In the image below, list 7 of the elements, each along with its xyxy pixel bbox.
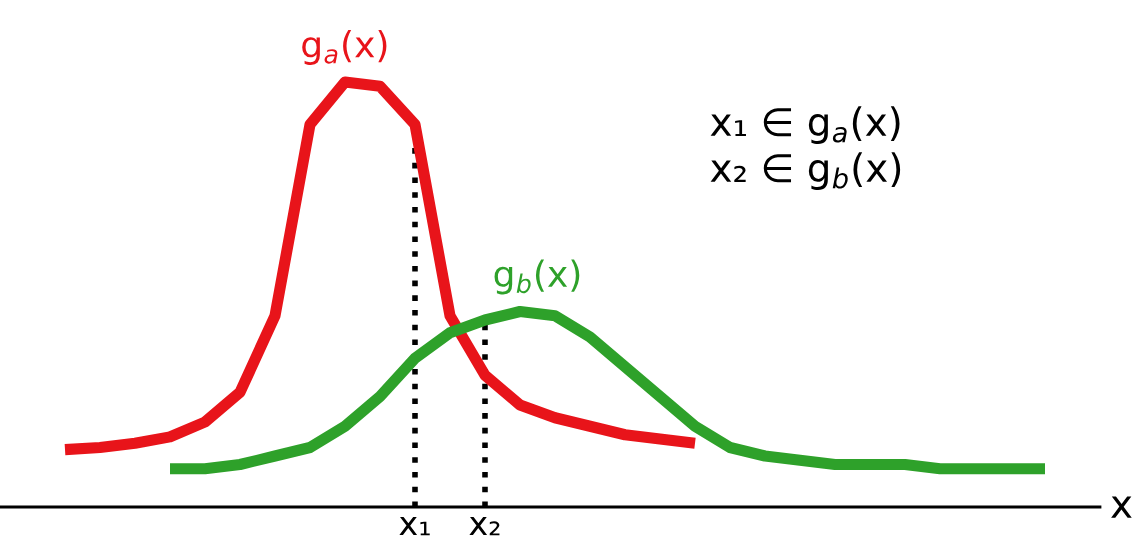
x-axis-title: x bbox=[1111, 496, 1132, 518]
annotation: x₂ ∈ g$_{b}$(x) bbox=[710, 152, 901, 190]
annotation: x₁ ∈ g$_{a}$(x) bbox=[710, 106, 900, 144]
x-tick-label: x₁ bbox=[399, 516, 430, 536]
series-label: g$_{a}$(x) bbox=[302, 29, 387, 65]
series-label: g$_{b}$(x) bbox=[494, 259, 580, 295]
x-tick-label: x₂ bbox=[469, 516, 500, 536]
